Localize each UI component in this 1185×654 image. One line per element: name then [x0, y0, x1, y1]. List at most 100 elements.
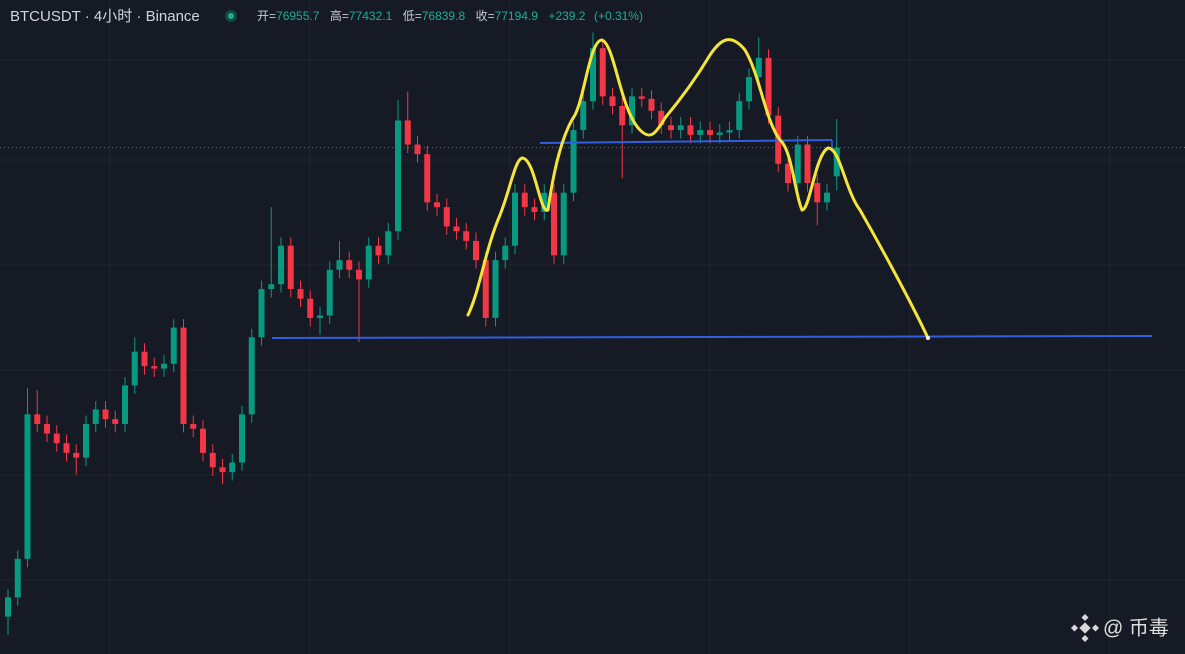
candle-body — [63, 443, 70, 453]
candle-body — [258, 289, 265, 338]
candle-body — [102, 409, 109, 420]
candle-body — [804, 144, 811, 184]
candle-body — [180, 327, 187, 424]
close-label: 收= — [476, 9, 495, 23]
candle-body — [356, 269, 362, 280]
ohlc-header: 开=76955.7 高=77432.1 低=76839.8 收=77194.9 … — [257, 8, 643, 25]
candle-body — [833, 147, 840, 177]
candle-body — [122, 385, 128, 424]
candle-body — [219, 467, 226, 473]
candle-body — [697, 130, 704, 135]
candle-body — [170, 327, 177, 364]
candle-body — [599, 48, 606, 97]
candle-body — [541, 192, 548, 212]
candle-body — [658, 110, 665, 126]
low-label: 低= — [403, 9, 422, 23]
candle-body — [190, 423, 197, 429]
candle-body — [112, 419, 119, 424]
candle-body — [512, 192, 518, 246]
candle-body — [434, 202, 440, 208]
status-dot — [228, 13, 234, 19]
candle-body — [131, 351, 138, 386]
candle-body — [609, 96, 616, 106]
candle-body — [346, 260, 353, 270]
candle-body — [414, 144, 421, 155]
candle-body — [551, 192, 557, 256]
change-pct: (+0.31%) — [594, 9, 643, 23]
candle-body — [629, 96, 635, 126]
candle-body — [34, 414, 41, 424]
candle-body — [453, 226, 460, 232]
candle-body — [209, 452, 216, 468]
open-value: 76955.7 — [276, 9, 320, 23]
symbol: BTCUSDT · 4小时 · Binance — [10, 8, 200, 25]
candle-body — [746, 77, 752, 102]
candle-body — [375, 245, 382, 256]
candle-body — [307, 298, 314, 318]
candle-body — [785, 163, 791, 184]
candle-body — [92, 409, 99, 424]
watermark: @ 币毒 — [1103, 616, 1169, 639]
candle-body — [200, 428, 206, 453]
candle-body — [687, 125, 694, 135]
candle-body — [765, 57, 772, 116]
candle-body — [161, 363, 167, 369]
candle-body — [229, 462, 236, 473]
pattern-drawing — [466, 38, 930, 340]
candle-body — [590, 48, 596, 102]
candle-body — [473, 240, 479, 261]
candle-body — [73, 452, 80, 458]
candle-body — [44, 423, 50, 434]
candle-body — [365, 245, 372, 280]
candle-body — [648, 98, 655, 111]
change: +239.2 — [548, 9, 585, 23]
candle-body — [297, 289, 304, 299]
candle-body — [463, 231, 470, 241]
candle-body — [531, 207, 538, 212]
candle-body — [716, 132, 723, 135]
candle-body — [619, 105, 626, 126]
support-line — [271, 335, 1153, 339]
candle-body — [482, 260, 489, 318]
candle-body — [395, 120, 401, 232]
candle-body — [385, 231, 392, 256]
candle-body — [638, 96, 645, 99]
candle-body — [141, 351, 148, 367]
candle-body — [326, 269, 333, 316]
candle-body — [53, 433, 60, 444]
candle-body — [24, 414, 31, 559]
candle-body — [502, 245, 509, 261]
candle-body — [5, 597, 11, 617]
candle-body — [755, 57, 762, 78]
candle-body — [824, 192, 830, 203]
close-value: 77194.9 — [495, 9, 539, 23]
candle-body — [336, 260, 343, 270]
candle-body — [560, 192, 567, 256]
low-value: 76839.8 — [422, 9, 466, 23]
candle-body — [707, 130, 713, 135]
candle-body — [404, 120, 411, 145]
high-value: 77432.1 — [349, 9, 393, 23]
candle-body — [424, 154, 431, 203]
neckline — [539, 139, 833, 144]
candle-body — [677, 125, 684, 131]
candle-body — [814, 183, 821, 203]
candle-body — [83, 423, 89, 458]
open-label: 开= — [257, 9, 276, 23]
candle-body — [268, 284, 275, 290]
candle-body — [151, 366, 158, 369]
candle-body — [580, 101, 587, 131]
candle-body — [443, 207, 450, 227]
candle-body — [736, 101, 743, 131]
candle-body — [248, 337, 255, 415]
candle-body — [239, 414, 245, 463]
candle-body — [278, 245, 284, 285]
candle-body — [570, 130, 577, 193]
candle-body — [287, 245, 294, 290]
drawing-end — [926, 336, 930, 340]
high-label: 高= — [330, 8, 349, 23]
candle-body — [317, 315, 323, 318]
